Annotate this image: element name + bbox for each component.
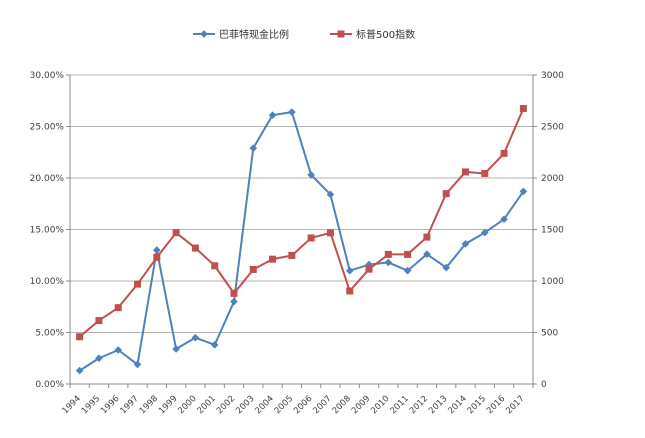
data-point-cash-ratio (191, 333, 200, 342)
data-point-sp500 (346, 287, 354, 295)
data-point-sp500 (307, 234, 315, 242)
data-point-sp500 (481, 169, 489, 177)
x-tick-label: 2007 (311, 394, 333, 416)
data-point-sp500 (269, 255, 277, 263)
gridlines (70, 74, 533, 333)
y-right-tick-label: 1500 (541, 226, 564, 236)
x-tick-label: 2010 (369, 394, 391, 416)
data-point-cash-ratio (519, 187, 528, 196)
x-tick-label: 1994 (61, 394, 83, 416)
x-tick-label: 2002 (215, 394, 237, 416)
data-point-cash-ratio (268, 111, 277, 119)
data-point-sp500 (500, 149, 508, 157)
x-tick-label: 2014 (446, 394, 468, 416)
tick-labels: 0.00% 5.00% 10.00% 15.00% 20.00% 25.00% 30.00%… (30, 71, 565, 416)
data-point-cash-ratio (307, 171, 315, 179)
x-tick-label: 2017 (504, 394, 526, 416)
x-tick-label: 1998 (138, 394, 160, 416)
data-point-sp500 (249, 265, 257, 273)
data-point-cash-ratio (153, 246, 161, 254)
data-point-cash-ratio (403, 266, 412, 275)
x-tick-label: 2005 (273, 394, 295, 416)
y-left-tick-label: 30.00% (30, 71, 65, 81)
x-tick-label: 2001 (196, 394, 218, 416)
x-tick-label: 2000 (176, 394, 198, 416)
data-point-sp500 (326, 229, 334, 237)
y-left-tick-label: 10.00% (30, 277, 65, 287)
data-point-sp500 (288, 251, 296, 259)
data-point-sp500 (114, 304, 122, 312)
data-point-cash-ratio (133, 360, 142, 369)
x-tick-label: 2008 (331, 394, 353, 416)
data-point-sp500 (191, 244, 199, 252)
x-tick-label: 2015 (466, 394, 488, 416)
data-point-sp500 (211, 262, 219, 270)
series-line-cash-ratio (79, 111, 525, 372)
x-tick-label: 1996 (99, 394, 121, 416)
data-point-cash-ratio (114, 346, 123, 354)
data-point-cash-ratio (230, 297, 238, 306)
data-point-cash-ratio (384, 258, 393, 267)
data-point-sp500 (134, 280, 142, 288)
data-point-cash-ratio (480, 228, 489, 237)
y-right-tick-label: 2500 (541, 123, 564, 133)
data-point-sp500 (404, 250, 412, 258)
data-point-sp500 (172, 229, 180, 237)
data-point-sp500 (95, 317, 103, 325)
x-tick-label: 2006 (292, 394, 314, 416)
data-point-sp500 (461, 168, 469, 176)
data-point-cash-ratio (288, 108, 296, 116)
data-point-cash-ratio (461, 240, 470, 248)
data-point-cash-ratio (365, 260, 373, 269)
legend-label: 标普500指数 (356, 28, 415, 41)
y-right-tick-label: 2000 (541, 174, 564, 184)
x-tick-label: 2013 (427, 394, 449, 416)
y-right-tick-label: 0 (541, 380, 547, 390)
legend-label: 巴菲特现金比例 (219, 28, 289, 41)
data-point-sp500 (384, 250, 392, 258)
x-tick-label: 1995 (80, 394, 102, 416)
x-tick-label: 2011 (389, 394, 411, 416)
data-point-sp500 (76, 333, 84, 341)
data-point-cash-ratio (423, 250, 431, 259)
series-layer (75, 105, 528, 375)
legend-marker (337, 30, 345, 38)
data-point-sp500 (423, 233, 431, 241)
x-tick-label: 1997 (118, 394, 140, 416)
y-left-tick-label: 15.00% (30, 226, 65, 236)
x-tick-label: 2012 (408, 394, 430, 416)
legend: 巴菲特现金比例 标普500指数 (193, 28, 415, 41)
data-point-cash-ratio (500, 215, 508, 223)
legend-marker (200, 30, 208, 38)
data-point-cash-ratio (442, 263, 450, 272)
data-point-sp500 (153, 253, 161, 261)
data-point-cash-ratio (345, 266, 354, 275)
y-left-tick-label: 25.00% (30, 123, 65, 133)
y-left-tick-label: 20.00% (30, 174, 65, 184)
x-tick-label: 2003 (234, 394, 256, 416)
x-tick-label: 2016 (485, 394, 507, 416)
x-tick-label: 1999 (157, 394, 179, 416)
data-point-sp500 (230, 289, 238, 297)
y-right-tick-label: 500 (541, 329, 558, 339)
data-point-sp500 (519, 105, 527, 113)
y-left-tick-label: 5.00% (35, 329, 64, 339)
data-point-cash-ratio (326, 190, 335, 199)
data-point-cash-ratio (75, 366, 84, 375)
data-point-cash-ratio (210, 341, 219, 349)
data-point-sp500 (365, 265, 373, 273)
y-left-tick-label: 0.00% (35, 380, 64, 390)
axes (66, 74, 537, 388)
data-point-sp500 (442, 190, 450, 198)
data-point-cash-ratio (172, 345, 180, 353)
y-right-tick-label: 1000 (541, 277, 564, 287)
y-right-tick-label: 3000 (541, 71, 564, 81)
data-point-cash-ratio (249, 144, 258, 152)
series-line-sp500 (79, 108, 525, 338)
data-point-cash-ratio (95, 354, 103, 363)
x-tick-label: 2009 (350, 394, 372, 416)
x-tick-label: 2004 (253, 394, 275, 416)
